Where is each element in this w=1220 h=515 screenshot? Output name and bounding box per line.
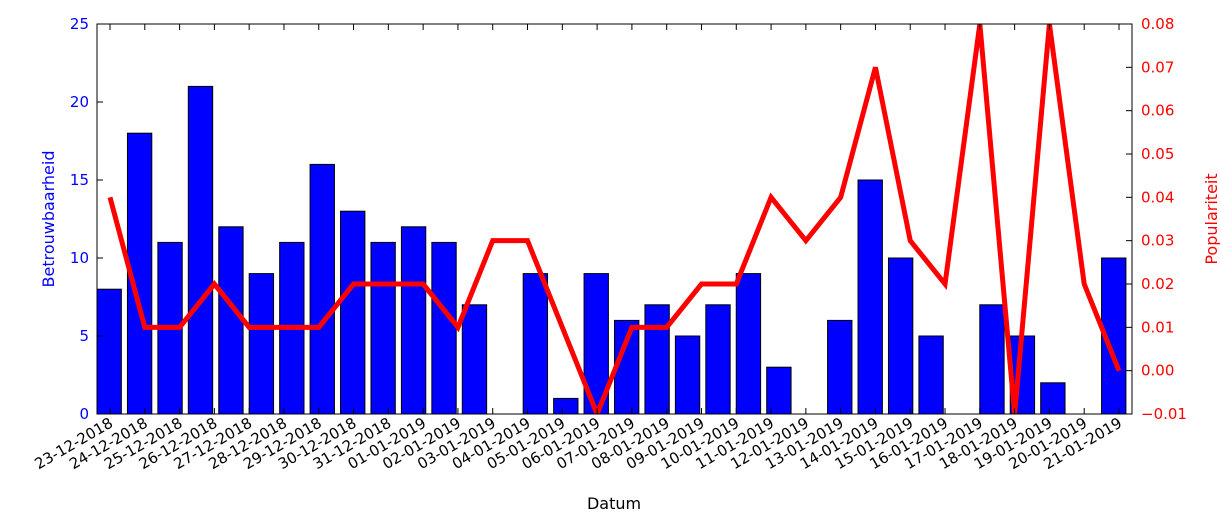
y-left-tick-label: 10 xyxy=(70,249,89,267)
bar xyxy=(644,304,670,415)
plot-frame xyxy=(96,23,1133,415)
bar xyxy=(461,304,488,415)
line-group xyxy=(107,24,1122,414)
bar xyxy=(400,226,427,415)
bar xyxy=(309,163,335,415)
bar xyxy=(248,273,275,415)
y-left-tick-label: 15 xyxy=(70,171,89,189)
y-right-tick-label: 0.02 xyxy=(1141,275,1174,293)
bar xyxy=(766,366,792,415)
x-axis-title: Datum xyxy=(587,494,641,513)
bars-group xyxy=(96,85,1127,415)
y-left-tick-label: 0 xyxy=(79,405,89,423)
bar xyxy=(1040,382,1066,415)
bar xyxy=(887,257,914,415)
bar xyxy=(218,226,244,415)
bar xyxy=(187,85,214,415)
bar xyxy=(857,179,883,415)
bar xyxy=(431,241,457,415)
y-right-tick-label: 0.04 xyxy=(1141,188,1174,206)
bar xyxy=(735,273,762,415)
line-series-populariteit xyxy=(107,24,1122,414)
y-right-tick-label: 0.01 xyxy=(1141,318,1174,336)
bar xyxy=(96,288,122,415)
bar xyxy=(918,335,944,415)
y-right-tick-label: 0.03 xyxy=(1141,232,1174,250)
y-right-tick-label: 0.05 xyxy=(1141,145,1174,163)
y-right-tick-label: 0.07 xyxy=(1141,58,1174,76)
bar xyxy=(340,210,366,415)
y-right-tick-label: 0.00 xyxy=(1141,362,1174,380)
y-left-axis-title: Betrouwbaarheid xyxy=(39,151,58,288)
bar xyxy=(674,335,701,415)
bar xyxy=(522,273,549,415)
bar xyxy=(553,397,579,415)
y-left-tick-label: 20 xyxy=(70,93,89,111)
bar xyxy=(979,304,1005,415)
y-left-tick-label: 5 xyxy=(79,327,89,345)
y-right-axis-title: Populariteit xyxy=(1202,173,1220,264)
y-left-tick-label: 25 xyxy=(70,15,89,33)
y-right-tick-label: −0.01 xyxy=(1141,405,1187,423)
bar xyxy=(705,304,731,415)
bar xyxy=(827,319,853,415)
bar xyxy=(370,241,396,415)
y-right-tick-label: 0.08 xyxy=(1141,15,1174,33)
y-right-tick-label: 0.06 xyxy=(1141,102,1174,120)
